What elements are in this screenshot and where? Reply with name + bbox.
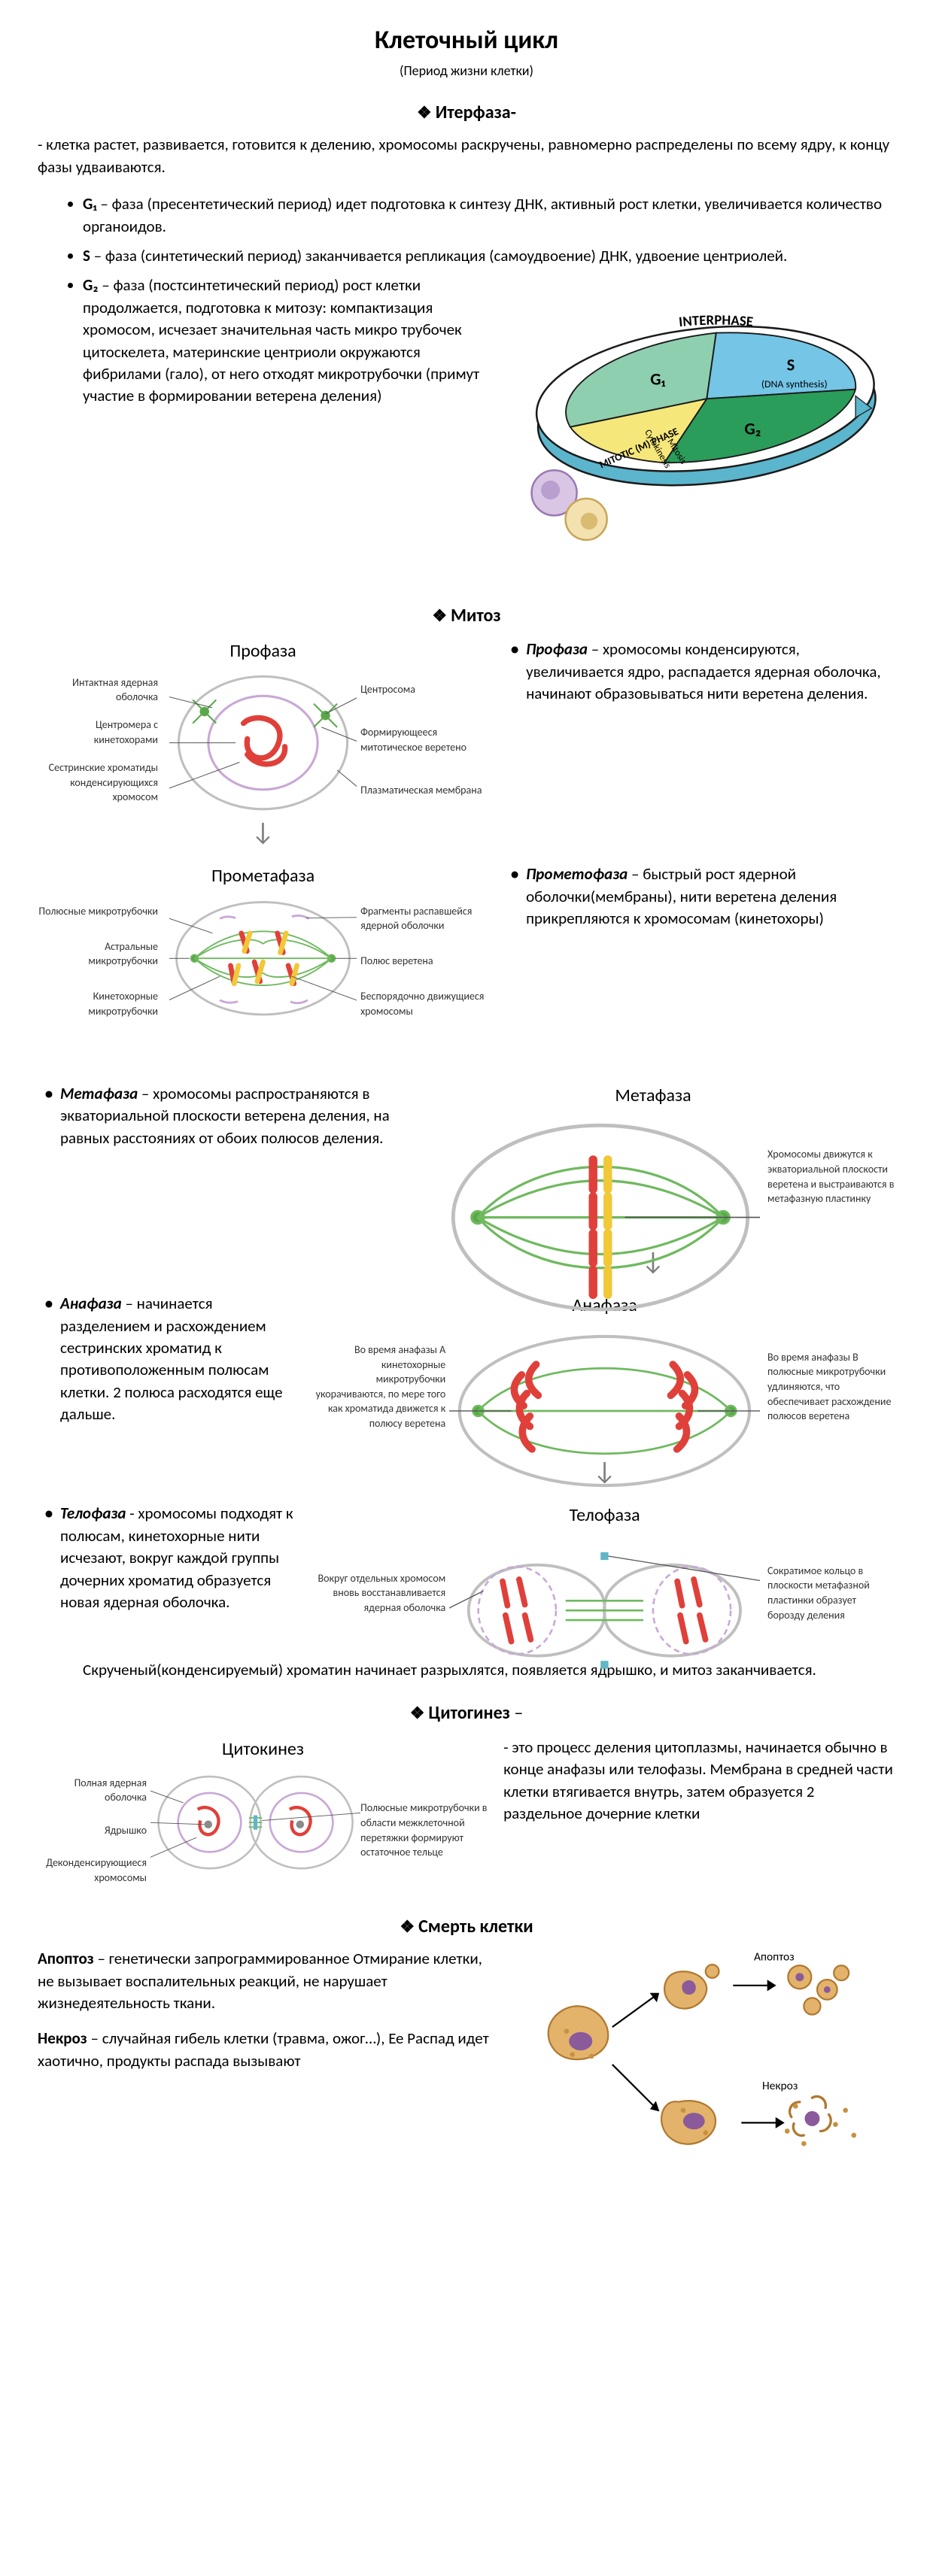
g1-text: – фаза (пресентетический период) идет по…: [83, 194, 882, 235]
interphase-diagram: INTERPHASE G₁ S (DNA synthesis) G₂ MITOT…: [500, 267, 895, 583]
svg-text:S: S: [787, 356, 795, 376]
prometaphase-dia-title: Прометафаза: [38, 863, 488, 889]
cytokinesis-header: Цитогинез –: [38, 1701, 895, 1726]
metaphase-diagram: Метафаза: [411, 1083, 895, 1282]
death-text: Апоптоз – генетически запрограммированно…: [38, 1948, 497, 2186]
telophase-desc: • Телофаза - хромосомы подходят к полюса…: [38, 1503, 299, 1613]
page-title: Клеточный цикл: [38, 23, 895, 59]
interphase-s: S – фаза (синтетический период) заканчив…: [83, 245, 895, 267]
svg-text:INTERPHASE: INTERPHASE: [679, 312, 755, 332]
s-text: – фаза (синтетический период) заканчивае…: [90, 246, 787, 265]
interphase-g2: G₂ – фаза (постсинтетический период) рос…: [83, 275, 492, 407]
cytokinesis-desc: - это процесс деления цитоплазмы, начина…: [503, 1737, 895, 1825]
prophase-diagram: Профаза Интактная ядерная оболочка Центр…: [38, 639, 488, 853]
necrosis-lead: Некроз: [38, 2028, 87, 2048]
cytokinesis-diagram: Цитокинез Полная ядерная оболочка Ядрышк…: [38, 1737, 488, 1895]
mitosis-header: Митоз: [38, 603, 895, 629]
interphase-g1: G₁ – фаза (пресентетический период) идет…: [83, 193, 895, 238]
interphase-header: Итерфаза-: [38, 100, 895, 126]
telophase-left-labels: Вокруг отдельных хромосом вновь восстана…: [314, 1533, 445, 1653]
telophase-diagram: Телофаза Вокруг отдельных хромосом вновь…: [314, 1503, 895, 1653]
g2-label: G₂: [83, 275, 98, 295]
prometaphase-diagram: Прометафаза Полюсные микротрубочки Астра…: [38, 863, 488, 1029]
g2-text: – фаза (постсинтетический период) рост к…: [83, 275, 479, 405]
cytokinesis-right-labels: Полюсные микротрубочки в области межклет…: [360, 1767, 488, 1895]
cytokinesis-left-labels: Полная ядерная оболочка Ядрышко Деконден…: [38, 1767, 147, 1895]
anaphase-right-labels: Во время анафазы В полюсные микротрубочк…: [767, 1323, 895, 1451]
necrosis-text: – случайная гибель клетки (травма, ожог……: [38, 2028, 489, 2070]
prophase-dia-title: Профаза: [38, 639, 488, 664]
apoptosis-text: – генетически запрограммированное Отмира…: [38, 1949, 482, 2013]
s-label: S: [83, 246, 90, 265]
prometaphase-left-labels: Полюсные микротрубочки Астральные микрот…: [38, 894, 158, 1029]
anaphase-desc: • Анафаза – начинается разделением и рас…: [38, 1293, 299, 1425]
telophase-dia-title: Телофаза: [314, 1503, 895, 1528]
metaphase-desc: • Метафаза – хромосомы распространяются …: [38, 1083, 396, 1149]
anaphase-left-labels: Во время анафазы А кинетохорные микротру…: [314, 1323, 445, 1451]
cytokinesis-dia-title: Цитокинез: [38, 1737, 488, 1762]
prophase-right-labels: Центросома Формирующееся митотическое ве…: [360, 669, 488, 812]
death-header: Смерть клетки: [38, 1914, 895, 1940]
prophase-left-labels: Интактная ядерная оболочка Центромера с …: [38, 669, 158, 812]
svg-text:Апоптоз: Апоптоз: [754, 1950, 795, 1965]
interphase-intro: - клетка растет, развивается, готовится …: [38, 134, 895, 178]
apoptosis-lead: Апоптоз: [38, 1949, 94, 1968]
interphase-list: G₁ – фаза (пресентетический период) идет…: [38, 193, 895, 267]
svg-text:(DNA synthesis): (DNA synthesis): [761, 378, 828, 391]
anaphase-diagram: Анафаза Во время анафазы А кинетохорные …: [314, 1293, 895, 1492]
prophase-desc: • Профаза – хромосомы конденсируются, ув…: [503, 639, 895, 705]
telophase-right-labels: Сократимое кольцо в плоскости метафазной…: [767, 1533, 895, 1653]
svg-text:G₁: G₁: [651, 370, 666, 390]
page-subtitle: (Период жизни клетки): [38, 62, 895, 80]
interphase-list-2: G₂ – фаза (постсинтетический период) рос…: [38, 275, 492, 407]
g1-label: G₁: [83, 194, 97, 214]
prometaphase-right-labels: Фрагменты распавшейся ядерной оболочки П…: [360, 894, 488, 1029]
prometaphase-desc: • Прометофаза – быстрый рост ядерной обо…: [503, 863, 895, 930]
svg-text:G₂: G₂: [745, 420, 761, 440]
metaphase-right-labels: Хромосомы движутся к экваториальной плос…: [767, 1113, 895, 1241]
death-diagram: Апоптоз Некроз: [512, 1948, 895, 2186]
svg-text:Некроз: Некроз: [762, 2079, 798, 2093]
metaphase-dia-title: Метафаза: [411, 1083, 895, 1109]
